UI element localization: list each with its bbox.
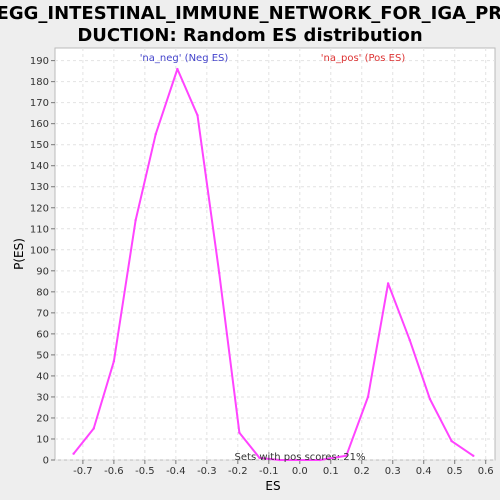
x-tick-label: 0.6 xyxy=(478,466,494,477)
es-data-point xyxy=(345,454,348,457)
es-data-point xyxy=(218,271,221,275)
es-data-point xyxy=(278,458,281,462)
plot-area xyxy=(54,47,496,461)
x-tick-label: -0.7 xyxy=(73,466,93,477)
x-tick-label: 0.2 xyxy=(354,466,370,477)
x-tick-label: 0.5 xyxy=(447,466,463,477)
y-tick-label: 110 xyxy=(30,224,49,235)
es-data-point xyxy=(238,431,241,434)
es-data-point xyxy=(196,114,199,117)
y-tick-label: 90 xyxy=(36,266,49,277)
y-tick-label: 80 xyxy=(36,287,49,298)
es-data-point xyxy=(134,219,137,222)
y-tick-label: 100 xyxy=(30,245,49,256)
es-data-point xyxy=(386,282,390,285)
axis-ticks: 0 10 20 30 40 50 60 70 80 90 100 110 120 130 140 150 160… xyxy=(30,56,494,477)
y-tick-label: 50 xyxy=(36,350,49,361)
es-data-point xyxy=(72,452,75,455)
x-tick-label: -0.2 xyxy=(228,466,248,477)
es-data-point xyxy=(92,427,95,430)
x-tick-label: 0.0 xyxy=(292,466,308,477)
legend-pos-label: 'na_pos' (Pos ES) xyxy=(321,53,406,64)
y-tick-label: 150 xyxy=(30,140,49,151)
y-tick-label: 60 xyxy=(36,329,49,340)
legend-neg-label: 'na_neg' (Neg ES) xyxy=(140,53,229,64)
es-data-point xyxy=(258,456,261,460)
x-tick-label: -0.6 xyxy=(104,466,124,477)
y-tick-label: 180 xyxy=(30,77,49,88)
x-tick-label: 0.4 xyxy=(416,466,432,477)
x-tick-label: -0.5 xyxy=(135,466,155,477)
es-distribution-line xyxy=(72,68,474,461)
y-tick-label: 190 xyxy=(30,56,49,67)
es-data-point xyxy=(428,397,432,401)
y-tick-label: 20 xyxy=(36,413,49,424)
y-tick-label: 0 xyxy=(43,456,49,467)
x-tick-label: -0.1 xyxy=(259,466,279,477)
es-data-point xyxy=(366,395,370,399)
es-data-point xyxy=(408,338,411,342)
pos-scores-note: Sets with pos scores: 21% xyxy=(235,452,366,463)
y-tick-label: 30 xyxy=(36,392,49,403)
x-axis-label: ES xyxy=(265,479,280,493)
y-tick-label: 70 xyxy=(36,308,49,319)
y-tick-label: 10 xyxy=(36,434,49,445)
es-data-point xyxy=(176,67,179,71)
es-data-point xyxy=(298,458,301,462)
x-tick-label: -0.4 xyxy=(166,466,186,477)
y-tick-label: 120 xyxy=(30,203,49,214)
y-tick-label: 140 xyxy=(30,161,49,172)
es-data-point xyxy=(472,454,475,457)
x-tick-label: 0.3 xyxy=(385,466,401,477)
y-tick-label: 130 xyxy=(30,182,49,193)
es-data-point xyxy=(154,132,157,136)
x-tick-label: -0.3 xyxy=(197,466,217,477)
chart-title-line-1: KEGG_INTESTINAL_IMMUNE_NETWORK_FOR_IGA_P… xyxy=(0,3,500,24)
y-tick-label: 160 xyxy=(30,119,49,130)
series xyxy=(72,67,475,462)
es-data-point xyxy=(318,458,322,462)
x-tick-label: 0.1 xyxy=(323,466,339,477)
y-axis-label: P(ES) xyxy=(12,238,26,270)
es-data-point xyxy=(112,360,116,363)
y-tick-label: 40 xyxy=(36,371,49,382)
chart-title-line-2: DUCTION: Random ES distribution xyxy=(77,25,422,46)
y-tick-label: 170 xyxy=(30,98,49,109)
es-data-point xyxy=(450,439,453,443)
